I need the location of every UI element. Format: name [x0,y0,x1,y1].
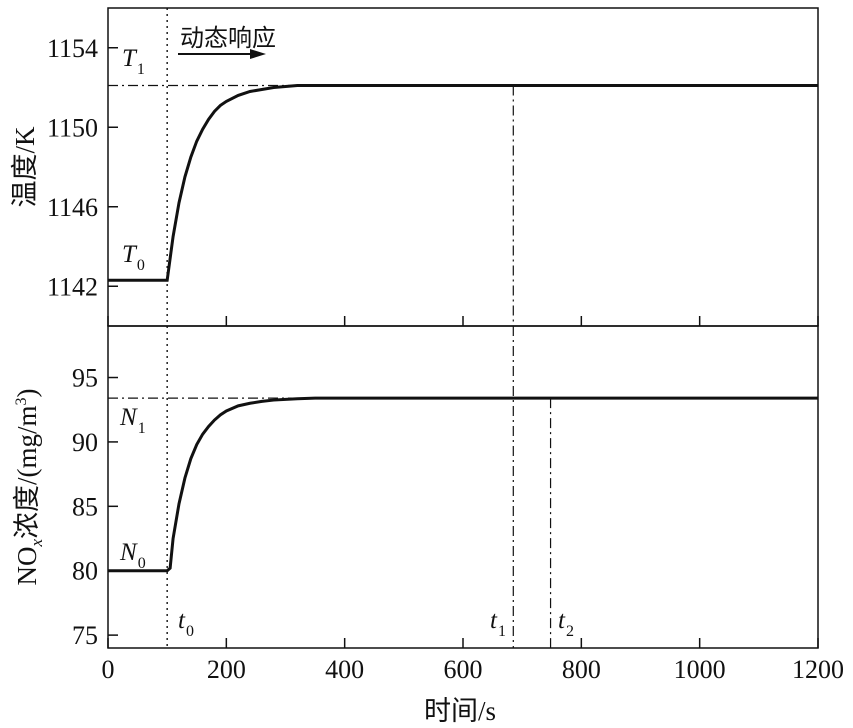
x-tick-label-400: 400 [325,655,364,684]
nox-label-sup: 3 [13,397,30,405]
annotation-t2-time: t2 [558,607,574,640]
x-tick-label-600: 600 [444,655,483,684]
temperature-series-line [108,84,818,282]
nox-label-close: ) [12,388,42,397]
x-axis-title: 时间/s [424,696,496,726]
x-tick-label-0: 0 [102,655,115,684]
bottom-reference-lines [108,326,818,648]
x-axis: 0 200 400 600 800 1000 1200 [102,316,844,684]
top-panel-frame [107,7,819,327]
annotation-n0-level: N0 [119,539,146,572]
x-tick-label-800: 800 [562,655,601,684]
top-y-tick-label-1154: 1154 [47,34,98,63]
x-tick-label-1000: 1000 [674,655,726,684]
annotation-n1-level: N1 [119,404,146,437]
annotation-t0-time: t0 [178,607,194,640]
top-y-tick-label-1142: 1142 [47,272,98,301]
annotation-t1-level: T1 [122,45,145,78]
nox-label-x: x [27,539,46,548]
x-tick-label-200: 200 [207,655,246,684]
bottom-y-tick-label-95: 95 [72,364,98,393]
dynamic-response-arrow [178,49,266,59]
nox-label-no: NO [12,547,42,586]
top-reference-lines [108,8,818,326]
top-y-tick-label-1150: 1150 [47,113,98,142]
top-y-axis: 1142 1146 1150 1154 [47,34,118,301]
dynamic-response-label: 动态响应 [180,24,276,52]
bottom-y-tick-label-80: 80 [72,557,98,586]
bottom-panel-frame [107,325,819,649]
annotation-t0-level: T0 [122,241,145,274]
nox-label-rest: 浓度/(mg/m [12,405,42,539]
top-y-axis-title: 温度/K [10,126,40,208]
top-y-tick-label-1146: 1146 [47,193,98,222]
bottom-y-tick-label-85: 85 [72,492,98,521]
bottom-y-tick-label-75: 75 [72,621,98,650]
bottom-y-tick-label-90: 90 [72,428,98,457]
nox-series-line [108,396,818,573]
x-tick-label-1200: 1200 [792,655,844,684]
bottom-y-axis: 75 80 85 90 95 [72,364,118,650]
bottom-y-axis-title: NOx浓度/(mg/m3) [12,388,46,585]
annotation-t1-time: t1 [490,607,506,640]
